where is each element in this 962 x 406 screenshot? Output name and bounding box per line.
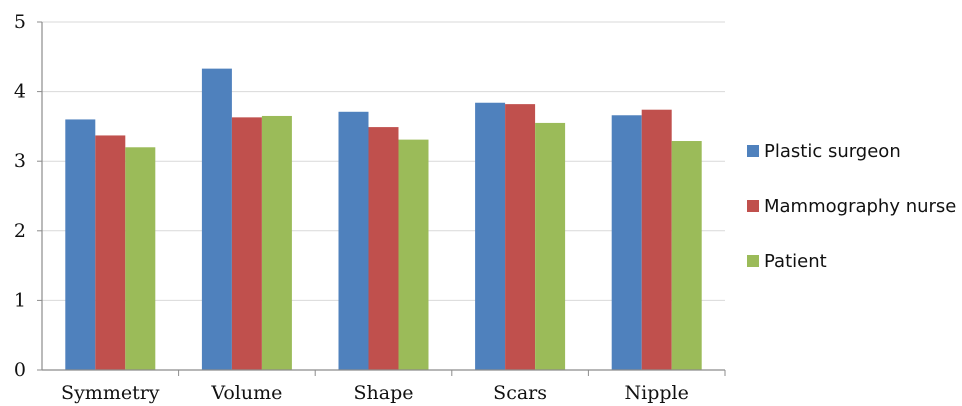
legend-swatch bbox=[747, 255, 759, 267]
bar-plastic-surgeon-shape bbox=[338, 111, 369, 370]
y-tick-label: 4 bbox=[14, 81, 26, 103]
bar-plastic-surgeon-scars bbox=[475, 102, 506, 371]
legend-item-mammography-nurse: Mammography nurse bbox=[747, 196, 956, 217]
legend-item-patient: Patient bbox=[747, 251, 827, 272]
x-tick-label: Shape bbox=[354, 382, 414, 404]
x-axis-tick-labels: Symmetry Volume Shape Scars Nipple bbox=[61, 382, 689, 404]
y-tick-label: 1 bbox=[14, 289, 26, 311]
legend-item-plastic-surgeon: Plastic surgeon bbox=[747, 141, 901, 162]
bar-mammography-nurse-shape bbox=[368, 127, 399, 370]
bar-patient-shape bbox=[398, 139, 429, 370]
y-axis-tick-labels: 0 1 2 3 4 5 bbox=[14, 11, 26, 381]
bar-plastic-surgeon-volume bbox=[201, 68, 232, 370]
legend-swatch bbox=[747, 200, 759, 212]
bar-patient-nipple bbox=[671, 141, 702, 370]
bar-mammography-nurse-scars bbox=[505, 104, 536, 371]
x-tick-label: Nipple bbox=[625, 382, 689, 404]
bar-mammography-nurse-symmetry bbox=[95, 135, 126, 370]
bar-plastic-surgeon-nipple bbox=[611, 115, 642, 370]
legend: Plastic surgeon Mammography nurse Patient bbox=[747, 141, 956, 272]
bar-patient-scars bbox=[535, 122, 566, 370]
bars bbox=[65, 68, 702, 371]
bar-patient-volume bbox=[261, 115, 292, 371]
legend-label: Patient bbox=[764, 251, 827, 272]
bar-mammography-nurse-nipple bbox=[641, 109, 672, 371]
y-tick-label: 2 bbox=[14, 220, 26, 242]
axes bbox=[37, 21, 726, 376]
bar-mammography-nurse-volume bbox=[231, 117, 262, 371]
x-tick-label: Scars bbox=[493, 382, 547, 404]
y-tick-label: 0 bbox=[14, 359, 26, 381]
bar-plastic-surgeon-symmetry bbox=[65, 119, 96, 370]
legend-label: Plastic surgeon bbox=[764, 141, 901, 162]
legend-label: Mammography nurse bbox=[764, 196, 956, 217]
x-tick-label: Volume bbox=[210, 382, 282, 404]
y-tick-label: 3 bbox=[14, 150, 26, 172]
legend-swatch bbox=[747, 145, 759, 157]
y-tick-label: 5 bbox=[14, 11, 26, 33]
bar-patient-symmetry bbox=[125, 147, 156, 370]
x-tick-label: Symmetry bbox=[61, 382, 160, 404]
